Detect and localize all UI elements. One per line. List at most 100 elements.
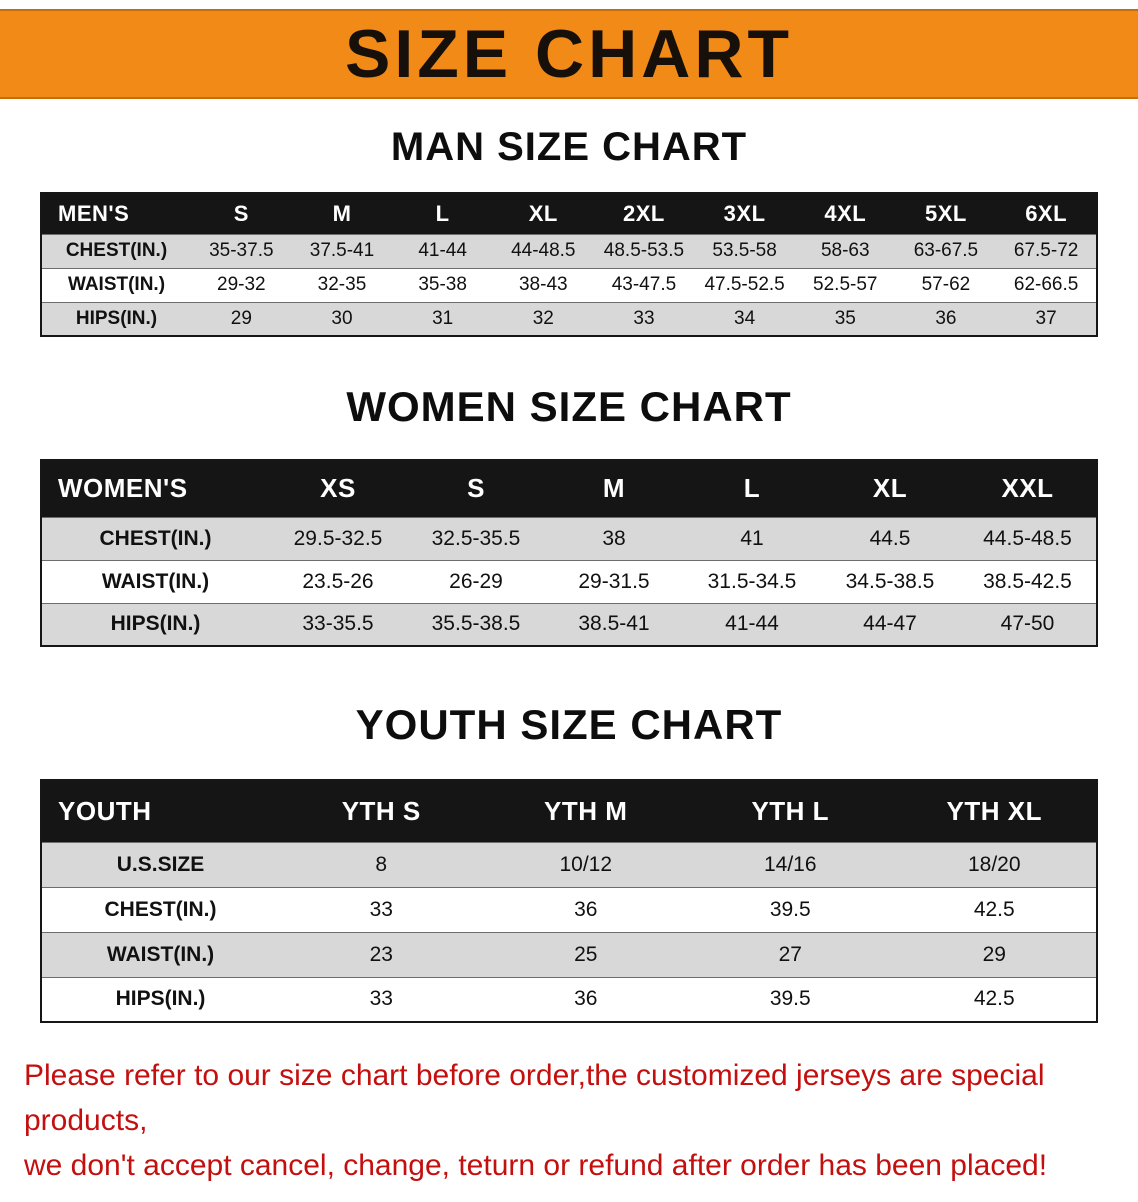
table-row: WAIST(IN.) 23.5-26 26-29 29-31.5 31.5-34.5 34… — [41, 559, 1097, 603]
table-title-cell: YOUTH — [41, 780, 279, 842]
size-header-cell: XL — [492, 193, 594, 234]
value-cell: 53.5-58 — [694, 233, 795, 268]
table-row: CHEST(IN.) 33 36 39.5 42.5 — [41, 886, 1097, 932]
value-cell: 44-47 — [821, 602, 959, 646]
size-header-cell: XL — [821, 460, 959, 517]
value-cell: 33 — [279, 886, 484, 932]
size-header-cell: M — [545, 460, 683, 517]
value-cell: 38.5-42.5 — [959, 559, 1097, 603]
value-cell: 63-67.5 — [895, 233, 997, 268]
value-cell: 35-37.5 — [191, 233, 292, 268]
table-row: CHEST(IN.) 29.5-32.5 32.5-35.5 38 41 44.5 44.5… — [41, 516, 1097, 560]
row-label-cell: WAIST(IN.) — [41, 559, 269, 603]
value-cell: 38-43 — [492, 267, 594, 302]
value-cell: 10/12 — [483, 841, 688, 887]
value-cell: 36 — [895, 301, 997, 336]
table-title-cell: MEN'S — [41, 193, 191, 234]
value-cell: 34.5-38.5 — [821, 559, 959, 603]
size-header-cell: L — [683, 460, 821, 517]
youth-size-chart-section: YOUTH SIZE CHART YOUTH YTH S YTH M YTH L YTH … — [0, 701, 1138, 1023]
value-cell: 41-44 — [683, 602, 821, 646]
banner-title: SIZE CHART — [345, 16, 793, 92]
size-chart-page: SIZE CHART MAN SIZE CHART MEN'S S M L XL 2XL 3X… — [0, 9, 1138, 1188]
table-row: CHEST(IN.) 35-37.5 37.5-41 41-44 44-48.5 48.5… — [41, 233, 1097, 268]
men-section-heading: MAN SIZE CHART — [390, 125, 748, 169]
row-label-cell: CHEST(IN.) — [41, 516, 269, 560]
value-cell: 14/16 — [688, 841, 893, 887]
value-cell: 37 — [996, 301, 1097, 336]
value-cell: 29-32 — [191, 267, 292, 302]
value-cell: 57-62 — [895, 267, 997, 302]
size-header-cell: 3XL — [694, 193, 795, 234]
value-cell: 35.5-38.5 — [407, 602, 545, 646]
row-label-cell: CHEST(IN.) — [41, 886, 279, 932]
value-cell: 32 — [492, 301, 594, 336]
table-header-row: WOMEN'S XS S M L XL XXL — [41, 460, 1097, 517]
value-cell: 43-47.5 — [593, 267, 695, 302]
women-size-chart-section: WOMEN SIZE CHART WOMEN'S XS S M L XL XXL CHEST(I… — [0, 383, 1138, 647]
size-header-cell: 2XL — [593, 193, 695, 234]
table-row: HIPS(IN.) 33 36 39.5 42.5 — [41, 976, 1097, 1022]
value-cell: 23.5-26 — [269, 559, 407, 603]
youth-size-table: YOUTH YTH S YTH M YTH L YTH XL U.S.SIZE 8 10/12… — [40, 779, 1098, 1023]
value-cell: 31 — [392, 301, 493, 336]
row-label-cell: WAIST(IN.) — [41, 267, 191, 302]
disclaimer-line-1: Please refer to our size chart before or… — [24, 1059, 1045, 1137]
size-header-cell: L — [392, 193, 493, 234]
value-cell: 34 — [694, 301, 795, 336]
value-cell: 30 — [291, 301, 393, 336]
disclaimer-note: Please refer to our size chart before or… — [24, 1053, 1110, 1188]
value-cell: 38 — [545, 516, 683, 560]
table-header-row: MEN'S S M L XL 2XL 3XL 4XL 5XL 6XL — [41, 193, 1097, 234]
size-header-cell: 5XL — [895, 193, 997, 234]
row-label-cell: HIPS(IN.) — [41, 301, 191, 336]
value-cell: 58-63 — [794, 233, 896, 268]
value-cell: 23 — [279, 931, 484, 977]
value-cell: 44.5 — [821, 516, 959, 560]
row-label-cell: U.S.SIZE — [41, 841, 279, 887]
value-cell: 36 — [483, 886, 688, 932]
value-cell: 32-35 — [291, 267, 393, 302]
row-label-cell: WAIST(IN.) — [41, 931, 279, 977]
size-header-cell: YTH S — [279, 780, 484, 842]
value-cell: 52.5-57 — [794, 267, 896, 302]
men-size-chart-section: MAN SIZE CHART MEN'S S M L XL 2XL 3XL 4XL 5XL 6XL C… — [0, 125, 1138, 337]
table-row: WAIST(IN.) 23 25 27 29 — [41, 931, 1097, 977]
youth-section-heading: YOUTH SIZE CHART — [355, 701, 783, 748]
table-title-cell: WOMEN'S — [41, 460, 269, 517]
value-cell: 29 — [191, 301, 292, 336]
women-section-heading: WOMEN SIZE CHART — [346, 383, 792, 430]
value-cell: 62-66.5 — [996, 267, 1097, 302]
value-cell: 41 — [683, 516, 821, 560]
table-row: U.S.SIZE 8 10/12 14/16 18/20 — [41, 841, 1097, 887]
value-cell: 44.5-48.5 — [959, 516, 1097, 560]
value-cell: 26-29 — [407, 559, 545, 603]
value-cell: 44-48.5 — [492, 233, 594, 268]
value-cell: 35 — [794, 301, 896, 336]
value-cell: 32.5-35.5 — [407, 516, 545, 560]
table-header-row: YOUTH YTH S YTH M YTH L YTH XL — [41, 780, 1097, 842]
value-cell: 47.5-52.5 — [694, 267, 795, 302]
value-cell: 29 — [892, 931, 1097, 977]
value-cell: 42.5 — [892, 886, 1097, 932]
value-cell: 33-35.5 — [269, 602, 407, 646]
value-cell: 33 — [593, 301, 695, 336]
value-cell: 67.5-72 — [996, 233, 1097, 268]
value-cell: 48.5-53.5 — [593, 233, 695, 268]
value-cell: 8 — [279, 841, 484, 887]
value-cell: 29.5-32.5 — [269, 516, 407, 560]
row-label-cell: HIPS(IN.) — [41, 976, 279, 1022]
value-cell: 41-44 — [392, 233, 493, 268]
size-header-cell: 6XL — [996, 193, 1097, 234]
size-header-cell: XXL — [959, 460, 1097, 517]
table-row: HIPS(IN.) 29 30 31 32 33 34 35 36 37 — [41, 301, 1097, 336]
table-row: HIPS(IN.) 33-35.5 35.5-38.5 38.5-41 41-44 44-… — [41, 602, 1097, 646]
value-cell: 35-38 — [392, 267, 493, 302]
value-cell: 27 — [688, 931, 893, 977]
size-header-cell: YTH XL — [892, 780, 1097, 842]
size-chart-sections: MAN SIZE CHART MEN'S S M L XL 2XL 3XL 4XL 5XL 6XL C… — [0, 125, 1138, 1023]
value-cell: 47-50 — [959, 602, 1097, 646]
size-header-cell: YTH L — [688, 780, 893, 842]
value-cell: 31.5-34.5 — [683, 559, 821, 603]
women-size-table: WOMEN'S XS S M L XL XXL CHEST(IN.) 29.5-32.5 32.5… — [40, 459, 1098, 647]
